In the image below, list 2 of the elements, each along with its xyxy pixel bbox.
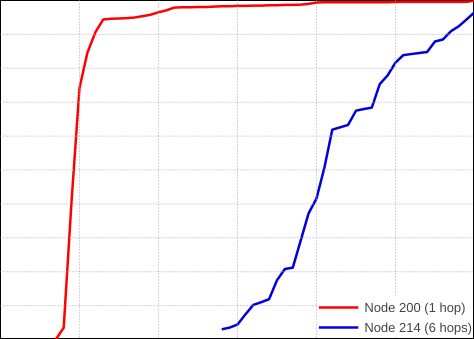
legend-label: Node 214 (6 hops) xyxy=(364,320,472,334)
legend-label: Node 200 (1 hop) xyxy=(364,300,466,314)
